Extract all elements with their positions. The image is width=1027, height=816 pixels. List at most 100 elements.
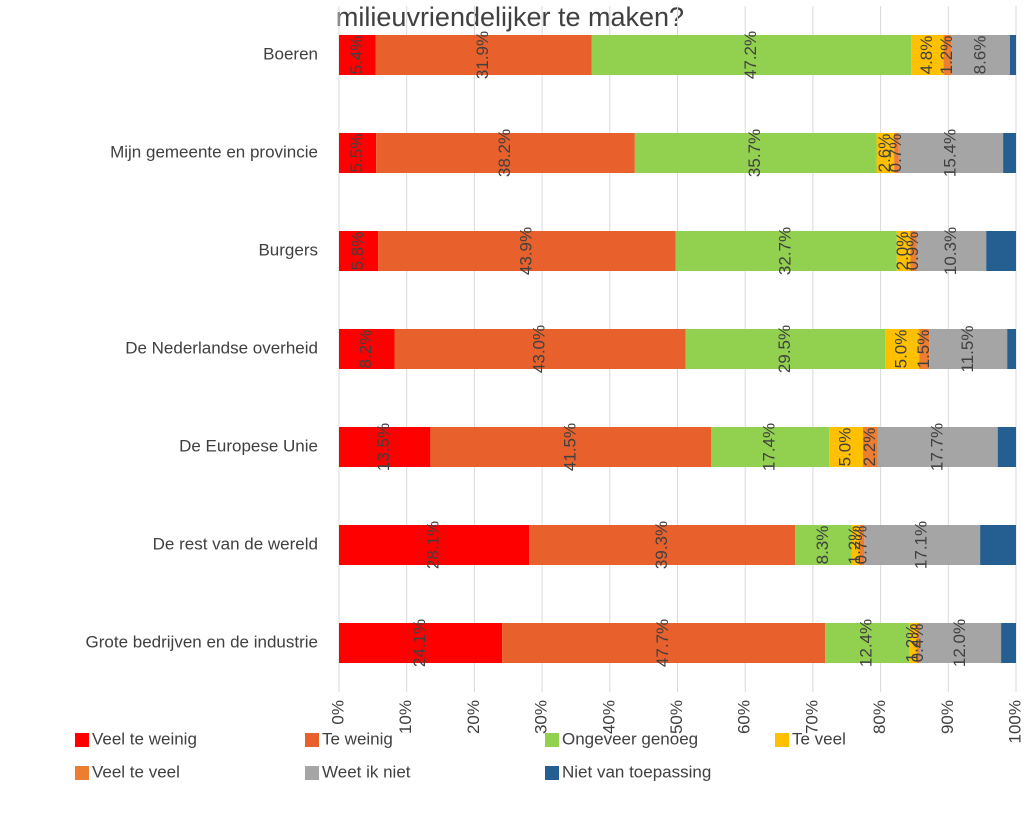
bar-segment	[591, 35, 912, 75]
bar-segment	[859, 525, 865, 565]
data-label: 38.2%	[495, 129, 514, 177]
data-label: 4.8%	[917, 36, 936, 75]
y-tick-label: Boeren	[263, 44, 318, 63]
data-label: 0.9%	[903, 232, 922, 271]
data-label: 8.2%	[356, 330, 375, 369]
bar-segment	[997, 427, 1016, 467]
legend-label: Veel te veel	[92, 762, 180, 781]
bar-segment	[894, 133, 899, 173]
chart-title: milieuvriendelijker te maken?	[336, 2, 684, 32]
bar-segment	[376, 133, 635, 173]
data-label: 24.1%	[410, 619, 429, 667]
bar-segment	[885, 329, 920, 369]
data-label: 12.4%	[857, 619, 876, 667]
bar-segment	[917, 623, 920, 663]
data-label: 31.9%	[473, 31, 492, 79]
legend-label: Weet ik niet	[322, 762, 411, 781]
legend-swatch	[75, 766, 89, 780]
data-label: 12.0%	[950, 619, 969, 667]
bar-segment	[919, 623, 1002, 663]
bar-segment	[851, 525, 860, 565]
data-label: 15.4%	[940, 129, 959, 177]
legend-swatch	[75, 733, 89, 747]
x-tick-label: 30%	[532, 700, 551, 734]
x-tick-label: 90%	[938, 700, 957, 734]
x-tick-label: 0%	[328, 700, 347, 725]
bar-segment	[896, 231, 911, 271]
bar-segment	[634, 133, 877, 173]
bar-segment	[898, 133, 1004, 173]
bar-segment	[339, 329, 395, 369]
x-tick-label: 50%	[667, 700, 686, 734]
bar-segment	[675, 231, 897, 271]
data-label: 29.5%	[775, 325, 794, 373]
y-tick-label: De Europese Unie	[179, 436, 318, 455]
bar-segment	[795, 525, 852, 565]
bar-segment	[929, 329, 1008, 369]
data-label: 17.7%	[927, 423, 946, 471]
bar-segment	[711, 427, 830, 467]
bar-segment	[910, 231, 917, 271]
x-tick-label: 40%	[599, 700, 618, 734]
bar-segment	[825, 623, 910, 663]
y-tick-label: Grote bedrijven en de industrie	[86, 632, 318, 651]
bar-segment	[911, 35, 944, 75]
data-label: 28.1%	[424, 521, 443, 569]
data-label: 47.7%	[653, 619, 672, 667]
x-tick-label: 100%	[1005, 700, 1024, 743]
y-tick-label: Mijn gemeente en provincie	[110, 142, 318, 161]
bar-segment	[1007, 329, 1016, 369]
legend-swatch	[545, 733, 559, 747]
bar-segment	[916, 231, 987, 271]
bar-segment	[339, 525, 530, 565]
bar-segment	[1009, 35, 1016, 75]
data-label: 0.4%	[908, 624, 927, 663]
bar-segment	[986, 231, 1016, 271]
data-label: 5.4%	[347, 36, 366, 75]
bar-segment	[1001, 623, 1016, 663]
data-label: 2.0%	[893, 232, 912, 271]
bar-segment	[339, 427, 431, 467]
data-label: 0.7%	[886, 134, 905, 173]
legend-label: Ongeveer genoeg	[562, 729, 698, 748]
data-label: 5.0%	[836, 428, 855, 467]
x-tick-label: 20%	[464, 700, 483, 734]
x-tick-label: 70%	[802, 700, 821, 734]
legend-label: Niet van toepassing	[562, 762, 711, 781]
bar-segment	[375, 35, 592, 75]
x-tick-label: 80%	[870, 700, 889, 734]
bar-segment	[862, 427, 878, 467]
bar-segment	[980, 525, 1016, 565]
data-label: 0.7%	[851, 526, 870, 565]
data-label: 43.0%	[530, 325, 549, 373]
bar-segment	[339, 623, 503, 663]
data-label: 2.6%	[875, 134, 894, 173]
bar-segment	[951, 35, 1010, 75]
data-label: 32.7%	[776, 227, 795, 275]
y-tick-label: De rest van de wereld	[153, 534, 318, 553]
bar-segment	[919, 329, 930, 369]
bar-segment	[909, 623, 918, 663]
bar-segment	[1003, 133, 1016, 173]
bar-segment	[877, 427, 998, 467]
data-label: 1.2%	[937, 36, 956, 75]
data-label: 17.1%	[912, 521, 931, 569]
data-label: 8.3%	[813, 526, 832, 565]
legend-swatch	[305, 733, 319, 747]
bar-segment	[943, 35, 952, 75]
data-label: 43.9%	[516, 227, 535, 275]
legend-label: Veel te weinig	[92, 729, 197, 748]
bar-segment	[339, 35, 376, 75]
data-label: 2.2%	[860, 428, 879, 467]
y-tick-label: Burgers	[258, 240, 318, 259]
bar-segment	[685, 329, 886, 369]
data-label: 1.2%	[903, 624, 922, 663]
data-label: 5.5%	[347, 134, 366, 173]
data-label: 10.3%	[941, 227, 960, 275]
bar-segment	[394, 329, 686, 369]
bar-segment	[829, 427, 863, 467]
bar-segment	[339, 231, 379, 271]
data-label: 39.3%	[652, 521, 671, 569]
data-label: 13.5%	[374, 423, 393, 471]
